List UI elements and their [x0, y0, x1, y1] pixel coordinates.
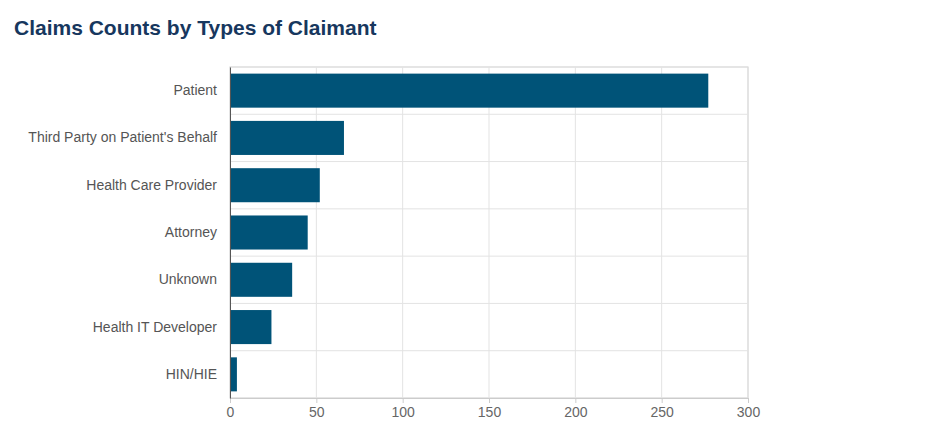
y-tick: Health IT Developer	[93, 319, 230, 335]
x-tick-mark	[489, 398, 490, 403]
grid-line	[402, 67, 403, 398]
row-separator	[230, 161, 748, 162]
x-tick-label: 300	[737, 404, 761, 420]
x-tick-mark	[403, 398, 404, 403]
x-tick-label: 0	[227, 404, 235, 420]
y-tick-label: HIN/HIE	[166, 366, 217, 382]
grid-line	[661, 67, 662, 398]
y-tick-label: Unknown	[159, 271, 217, 287]
bar	[230, 168, 320, 202]
row-separator	[230, 256, 748, 257]
y-tick: Health Care Provider	[86, 177, 230, 193]
y-axis-line	[230, 68, 231, 399]
x-tick-label: 50	[309, 404, 325, 420]
x-tick-label: 200	[564, 404, 588, 420]
bars	[230, 74, 708, 392]
y-tick-label: Health Care Provider	[86, 177, 217, 193]
x-tick-label: 100	[391, 404, 415, 420]
x-axis: 0 50 100 150 200 250 300	[227, 398, 761, 420]
x-tick-mark	[230, 398, 231, 403]
x-tick: 250	[650, 398, 674, 420]
x-tick-mark	[748, 398, 749, 403]
y-tick: Third Party on Patient's Behalf	[28, 129, 230, 145]
y-tick-label: Patient	[173, 82, 217, 98]
y-tick-label: Health IT Developer	[93, 319, 218, 335]
y-tick-label: Attorney	[165, 224, 217, 240]
bar	[230, 263, 292, 297]
x-tick: 300	[737, 398, 761, 420]
x-tick: 100	[391, 398, 415, 420]
chart: Claims Counts by Types of Claimant 0 50 100…	[0, 0, 941, 436]
x-tick: 150	[478, 398, 502, 420]
bar	[230, 215, 308, 249]
bar	[230, 310, 271, 344]
grid-line	[230, 67, 231, 398]
bar	[230, 74, 708, 108]
y-tick: Attorney	[165, 224, 230, 240]
x-tick-mark	[662, 398, 663, 403]
row-separator	[230, 350, 748, 351]
grid-line	[489, 67, 490, 398]
row-separator	[230, 303, 748, 304]
y-tick: HIN/HIE	[166, 366, 230, 382]
x-axis-line	[231, 399, 749, 404]
y-axis: Patient Third Party on Patient's Behalf He…	[28, 68, 230, 399]
x-tick: 50	[309, 398, 325, 420]
x-tick-mark	[575, 398, 576, 403]
y-tick-label: Third Party on Patient's Behalf	[28, 129, 217, 145]
x-tick-label: 150	[478, 404, 502, 420]
x-tick: 0	[227, 398, 235, 420]
bar	[230, 121, 344, 155]
bar	[230, 357, 237, 391]
y-tick: Patient	[173, 82, 230, 98]
x-tick-label: 250	[650, 404, 674, 420]
row-separator	[230, 114, 748, 115]
row-separator	[230, 208, 748, 209]
x-tick: 200	[564, 398, 588, 420]
y-tick: Unknown	[159, 271, 230, 287]
title: Claims Counts by Types of Claimant	[14, 16, 377, 39]
grid-line	[748, 67, 749, 398]
plot: 0 50 100 150 200 250 300 Patient Third Party on …	[28, 67, 760, 420]
grid-line	[316, 67, 317, 398]
x-tick-mark	[316, 398, 317, 403]
grid-line	[575, 67, 576, 398]
plot-frame	[230, 67, 748, 398]
